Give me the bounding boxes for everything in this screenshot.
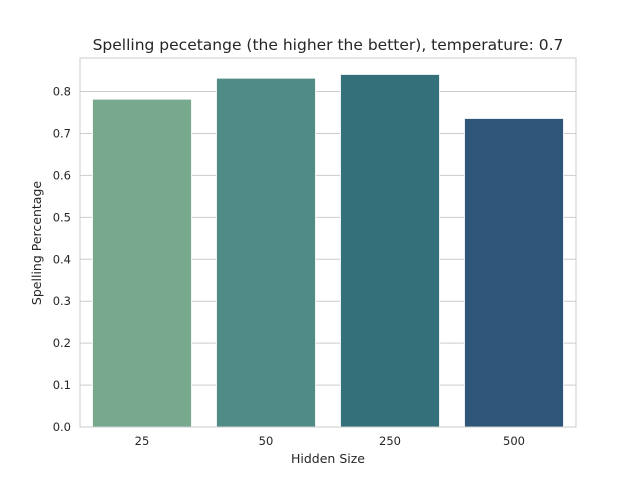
x-tick-label: 250	[379, 434, 401, 448]
y-tick-label: 0.2	[53, 336, 71, 350]
x-tick-label: 500	[503, 434, 525, 448]
y-tick-labels: 0.0 0.1 0.2 0.3 0.4 0.5 0.6 0.7 0.8	[53, 85, 71, 434]
chart-title: Spelling pecetange (the higher the bette…	[93, 36, 564, 54]
y-tick-label: 0.0	[53, 420, 71, 434]
x-tick-labels: 25 50 250 500	[135, 434, 525, 448]
x-tick-label: 25	[135, 434, 150, 448]
y-tick-label: 0.1	[53, 378, 71, 392]
y-tick-label: 0.5	[53, 210, 71, 224]
bar-25	[91, 98, 193, 428]
x-axis-label: Hidden Size	[291, 451, 365, 466]
y-tick-label: 0.3	[53, 294, 71, 308]
y-tick-label: 0.6	[53, 168, 71, 182]
bar-50	[215, 77, 317, 428]
y-tick-label: 0.8	[53, 85, 71, 99]
x-tick-label: 50	[259, 434, 274, 448]
y-tick-label: 0.4	[53, 252, 71, 266]
bar-250	[339, 73, 441, 428]
bars	[91, 73, 565, 428]
y-axis-label: Spelling Percentage	[29, 181, 44, 305]
plot-frame	[79, 57, 577, 428]
bar-500	[463, 117, 565, 428]
y-tick-label: 0.7	[53, 126, 71, 140]
